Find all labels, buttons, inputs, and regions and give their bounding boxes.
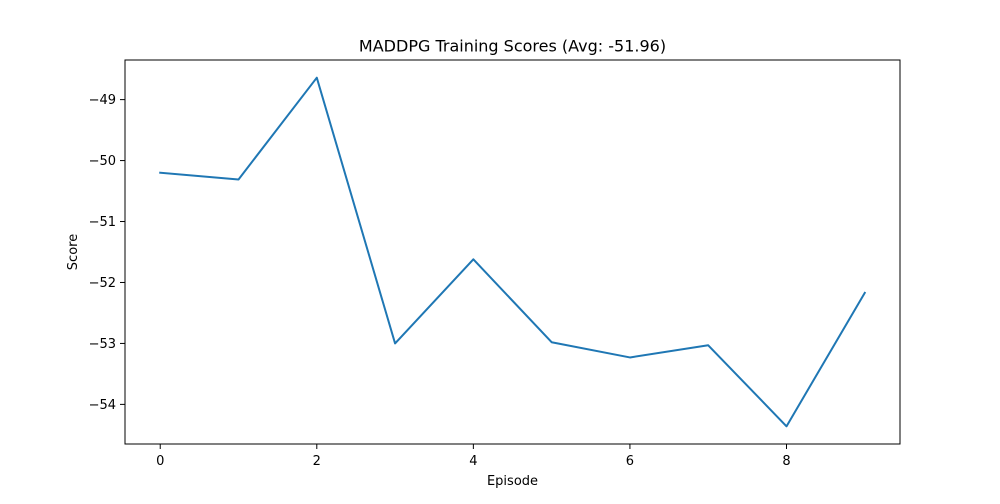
x-tick-label: 2 — [313, 454, 321, 469]
x-tick-label: 8 — [782, 454, 790, 469]
y-tick-label: −54 — [89, 398, 116, 413]
chart-title: MADDPG Training Scores (Avg: -51.96) — [359, 37, 666, 56]
y-tick-label: −53 — [89, 337, 116, 352]
x-axis-ticks: 0 2 4 6 8 — [156, 444, 791, 469]
x-tick-label: 6 — [626, 454, 634, 469]
y-tick-label: −52 — [89, 276, 116, 291]
series-line-0 — [159, 76, 867, 428]
plot-area — [159, 76, 867, 428]
y-tick-label: −51 — [89, 215, 116, 230]
y-axis-label: Score — [66, 234, 81, 270]
y-axis-ticks: −54 −53 −52 −51 −50 −49 — [89, 93, 125, 413]
x-tick-label: 4 — [469, 454, 477, 469]
x-axis-label: Episode — [487, 474, 538, 489]
x-tick-label: 0 — [156, 454, 164, 469]
y-tick-label: −50 — [89, 154, 116, 169]
y-tick-label: −49 — [89, 93, 116, 108]
axes-frame — [124, 59, 901, 445]
